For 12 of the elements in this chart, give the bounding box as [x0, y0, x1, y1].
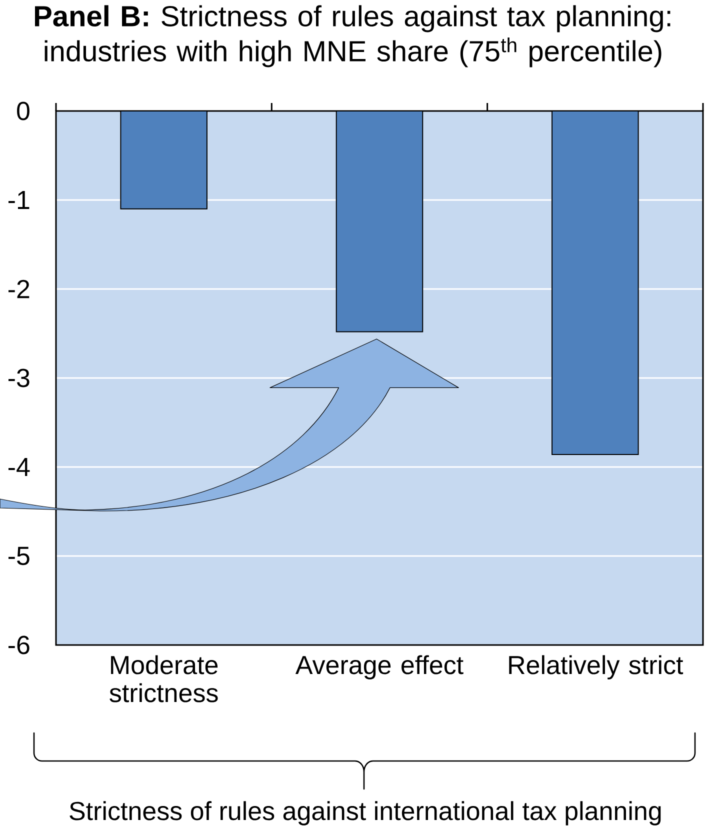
y-tick-label: -5	[8, 546, 30, 566]
x-axis-title: Strictness of rules against international tax planning	[70, 801, 661, 826]
x-tick-label: Average effect	[295, 655, 464, 680]
x-tick-label: Relatively strict	[509, 655, 684, 680]
y-tick-label: -2	[8, 280, 30, 298]
y-tick-label: 0	[17, 102, 30, 120]
y-tick-label: -4	[8, 458, 30, 476]
y-tick-label: -3	[8, 368, 30, 388]
chart-title: Panel B: Strictness of rules against tax planning: industries with high MNE share (75$^{th}$ percentile)	[34, 5, 670, 68]
y-tick-label: -1	[8, 191, 30, 209]
x-tick-label: Moderate strictness	[110, 655, 218, 702]
y-tick-label: -6	[8, 636, 30, 654]
